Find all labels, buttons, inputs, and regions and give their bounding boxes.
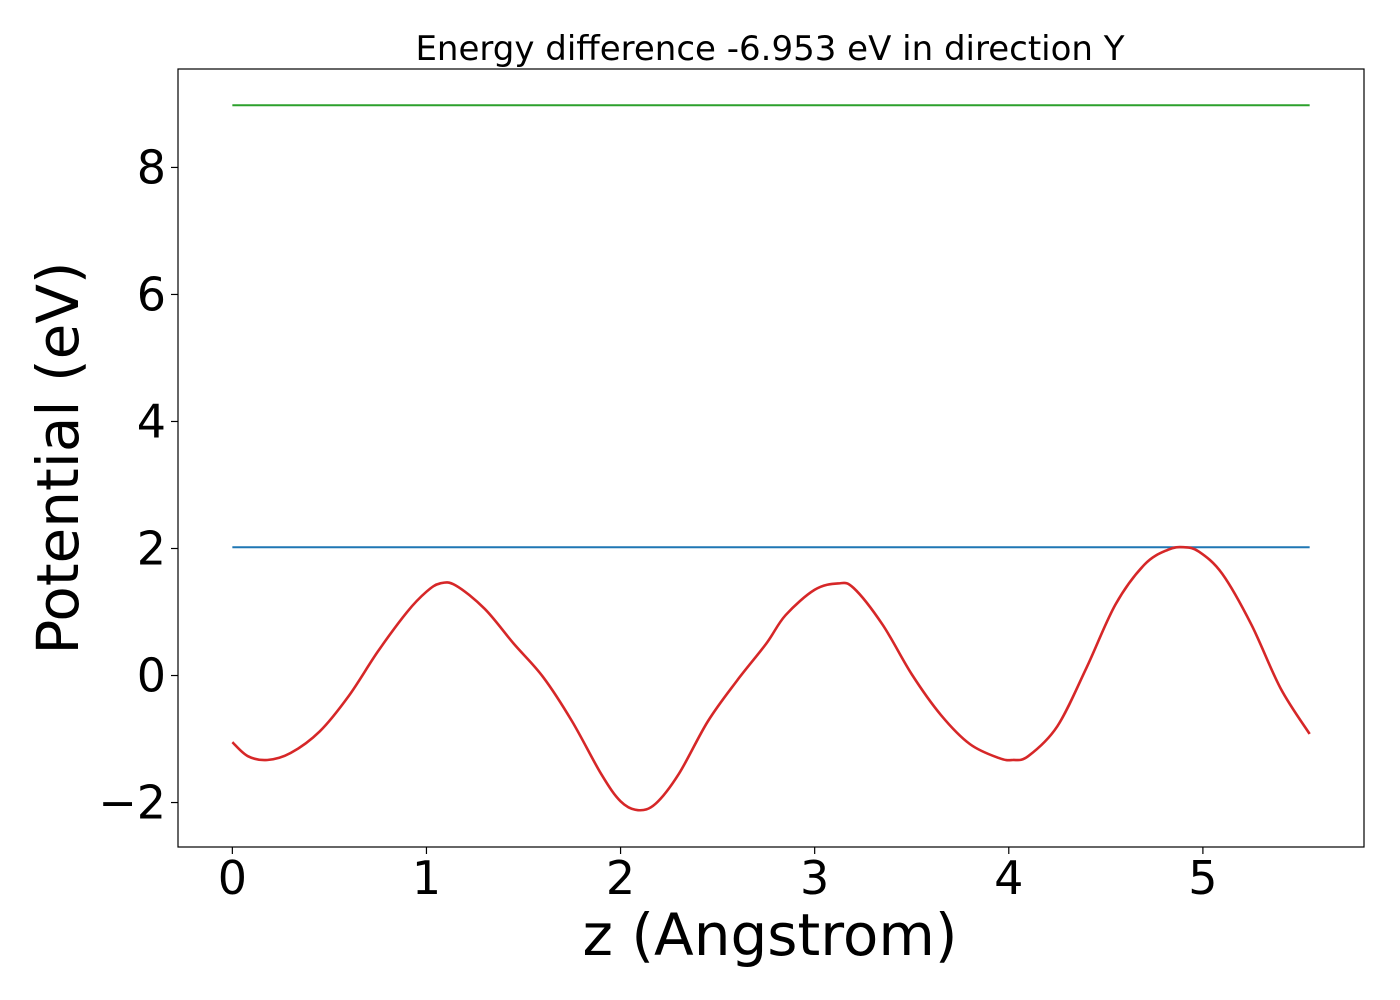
x-tick-label: 0: [218, 851, 247, 905]
y-axis-label: Potential (eV): [24, 261, 92, 654]
y-tick-label: 8: [137, 140, 166, 194]
x-tick-label: 1: [412, 851, 441, 905]
x-axis-label: z (Angstrom): [583, 901, 958, 969]
axis-ticks: 0 1 2 3 4 5 −2 0 2 4 6 8: [98, 140, 1217, 905]
plot-area: [231, 104, 1311, 812]
chart-title: Energy difference -6.953 eV in direction…: [415, 29, 1124, 69]
x-tick-label: 3: [800, 851, 829, 905]
x-tick-label: 4: [994, 851, 1023, 905]
y-tick-label: 4: [137, 394, 166, 448]
x-tick-label: 2: [606, 851, 635, 905]
y-tick-label: −2: [98, 776, 166, 830]
y-tick-label: 2: [137, 522, 166, 576]
y-tick-label: 6: [137, 267, 166, 321]
y-tick-label: 0: [137, 649, 166, 703]
plot-frame: [177, 68, 1365, 848]
x-tick-label: 5: [1188, 851, 1217, 905]
potential-curve: [231, 545, 1311, 812]
